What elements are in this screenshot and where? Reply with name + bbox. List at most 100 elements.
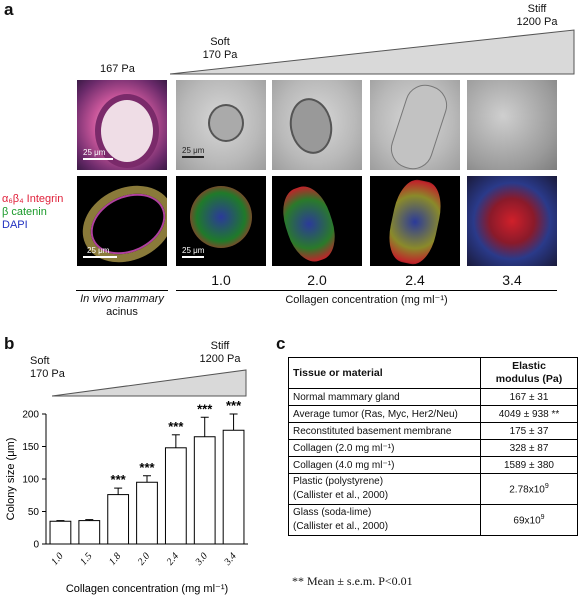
stiff-value-a: 1200 Pa bbox=[516, 16, 558, 28]
modulus-base: 69x10 bbox=[513, 515, 541, 527]
x-tick-label: 1.5 bbox=[78, 551, 94, 568]
modulus-cell: 69x109 bbox=[480, 504, 578, 536]
brightfield-image-3 bbox=[370, 80, 460, 170]
panel-b-letter: b bbox=[4, 334, 15, 353]
fluorescence-image-2 bbox=[272, 176, 362, 266]
x-tick-label: 1.0 bbox=[49, 551, 65, 568]
y-tick-label: 0 bbox=[33, 540, 39, 551]
significance-marker: *** bbox=[197, 401, 213, 416]
fluorescence-image-3 bbox=[370, 176, 460, 266]
elastic-modulus-table: Tissue or material Elastic modulus (Pa) … bbox=[288, 357, 578, 536]
material-line1: Plastic (polystyrene) bbox=[293, 476, 384, 487]
material-line1: Glass (soda-lime) bbox=[293, 507, 372, 518]
he-stained-acinus-image: 25 μm bbox=[77, 80, 167, 170]
invivo-pa-label: 167 Pa bbox=[100, 63, 135, 75]
stiff-label-a: Stiff bbox=[527, 3, 547, 15]
x-tick-label: 3.0 bbox=[193, 551, 210, 568]
concentration-label: 2.0 bbox=[307, 272, 327, 288]
header-modulus-line1: Elastic bbox=[512, 360, 546, 372]
y-tick-label: 200 bbox=[22, 410, 39, 421]
modulus-cell: 328 ± 87 bbox=[480, 439, 578, 457]
y-tick-label: 100 bbox=[22, 475, 39, 486]
stain-catenin: β catenin bbox=[2, 206, 47, 218]
material-line2: (Callister et al., 2000) bbox=[293, 521, 389, 532]
modulus-base: 2.78x10 bbox=[509, 484, 545, 496]
scale-label: 25 μm bbox=[182, 146, 205, 155]
soft-label-b: Soft bbox=[30, 355, 50, 367]
y-tick-label: 150 bbox=[22, 442, 39, 453]
x-tick-label: 2.0 bbox=[136, 551, 152, 568]
material-cell: Average tumor (Ras, Myc, Her2/Neu) bbox=[288, 405, 481, 423]
modulus-exponent: 9 bbox=[544, 482, 549, 490]
panel-c-letter: c bbox=[276, 334, 286, 353]
significance-marker: *** bbox=[139, 460, 155, 475]
x-tick-label: 1.8 bbox=[107, 551, 123, 568]
significance-marker: *** bbox=[111, 472, 127, 487]
x-tick-label: 2.4 bbox=[165, 551, 181, 568]
significance-marker: *** bbox=[226, 400, 242, 413]
scale-label: 25 μm bbox=[182, 246, 205, 255]
scale-label: 25 μm bbox=[83, 148, 106, 157]
modulus-cell: 167 ± 31 bbox=[480, 388, 578, 406]
fluorescence-image-invivo: 25 μm bbox=[77, 176, 167, 266]
soft-label-a: Soft bbox=[210, 36, 230, 48]
material-cell: Collagen (2.0 mg ml⁻¹) bbox=[288, 439, 481, 457]
invivo-underline bbox=[76, 290, 168, 291]
concentration-label: 3.4 bbox=[502, 272, 522, 288]
panel-a-letter: a bbox=[4, 0, 14, 19]
significance-marker: *** bbox=[168, 419, 184, 434]
material-cell: Collagen (4.0 mg ml⁻¹) bbox=[288, 456, 481, 474]
scale-label: 25 μm bbox=[87, 246, 110, 255]
bar bbox=[222, 429, 245, 545]
bar bbox=[193, 436, 216, 545]
stiff-label-b: Stiff bbox=[210, 340, 230, 352]
modulus-cell: 1589 ± 380 bbox=[480, 456, 578, 474]
table-row: Glass (soda-lime) (Callister et al., 200… bbox=[288, 504, 578, 536]
material-line2: (Callister et al., 2000) bbox=[293, 490, 389, 501]
header-modulus: Elastic modulus (Pa) bbox=[480, 357, 578, 389]
modulus-exponent: 9 bbox=[540, 513, 545, 521]
bar bbox=[107, 494, 130, 545]
soft-value-a: 170 Pa bbox=[202, 49, 238, 61]
stiff-value-b: 1200 Pa bbox=[199, 353, 241, 365]
header-modulus-line2: modulus (Pa) bbox=[495, 373, 563, 385]
table-footnote: ** Mean ± s.e.m. P<0.01 bbox=[292, 574, 413, 588]
y-axis-label: Colony size (μm) bbox=[5, 438, 17, 521]
x-axis-label: Collagen concentration (mg ml⁻¹) bbox=[66, 583, 228, 595]
material-cell: Glass (soda-lime) (Callister et al., 200… bbox=[288, 504, 481, 536]
collagen-underline bbox=[176, 290, 557, 291]
concentration-label: 2.4 bbox=[405, 272, 425, 288]
material-cell: Reconstituted basement membrane bbox=[288, 422, 481, 440]
fluorescence-image-1: 25 μm bbox=[176, 176, 266, 266]
y-tick-label: 50 bbox=[28, 507, 40, 518]
concentration-label: 1.0 bbox=[211, 272, 231, 288]
colony-size-bar-chart: 0 50 100 150 200 Colony size (μm) 1.0 1.5 *** 1.8… bbox=[5, 400, 248, 595]
fluorescence-image-4 bbox=[467, 176, 557, 266]
modulus-cell: 4049 ± 938 ** bbox=[480, 405, 578, 423]
bar bbox=[78, 520, 101, 545]
table-row: Normal mammary gland 167 ± 31 bbox=[288, 388, 578, 406]
brightfield-image-4 bbox=[467, 80, 557, 170]
x-tick-label: 3.4 bbox=[222, 551, 239, 568]
header-material: Tissue or material bbox=[288, 357, 481, 389]
stiffness-wedge-a bbox=[170, 29, 575, 75]
table-row: Average tumor (Ras, Myc, Her2/Neu) 4049 … bbox=[288, 405, 578, 423]
table-row: Collagen (2.0 mg ml⁻¹) 328 ± 87 bbox=[288, 439, 578, 457]
bar bbox=[136, 481, 158, 545]
material-cell: Normal mammary gland bbox=[288, 388, 481, 406]
table-row: Reconstituted basement membrane 175 ± 37 bbox=[288, 422, 578, 440]
brightfield-image-1: 25 μm bbox=[176, 80, 266, 170]
stain-integrin: α₆β₄ Integrin bbox=[2, 193, 64, 205]
material-cell: Plastic (polystyrene) (Callister et al.,… bbox=[288, 473, 481, 505]
invivo-caption-line1: In vivo mammary bbox=[80, 293, 164, 305]
brightfield-image-2 bbox=[272, 80, 362, 170]
invivo-caption-line2: acinus bbox=[106, 306, 138, 318]
modulus-cell: 175 ± 37 bbox=[480, 422, 578, 440]
collagen-caption-a: Collagen concentration (mg ml⁻¹) bbox=[285, 294, 448, 306]
stiffness-wedge-b bbox=[52, 369, 247, 397]
soft-value-b: 170 Pa bbox=[30, 368, 65, 380]
table-row: Plastic (polystyrene) (Callister et al.,… bbox=[288, 473, 578, 505]
table-header-row: Tissue or material Elastic modulus (Pa) bbox=[288, 357, 578, 389]
modulus-cell: 2.78x109 bbox=[480, 473, 578, 505]
bar bbox=[49, 520, 72, 545]
